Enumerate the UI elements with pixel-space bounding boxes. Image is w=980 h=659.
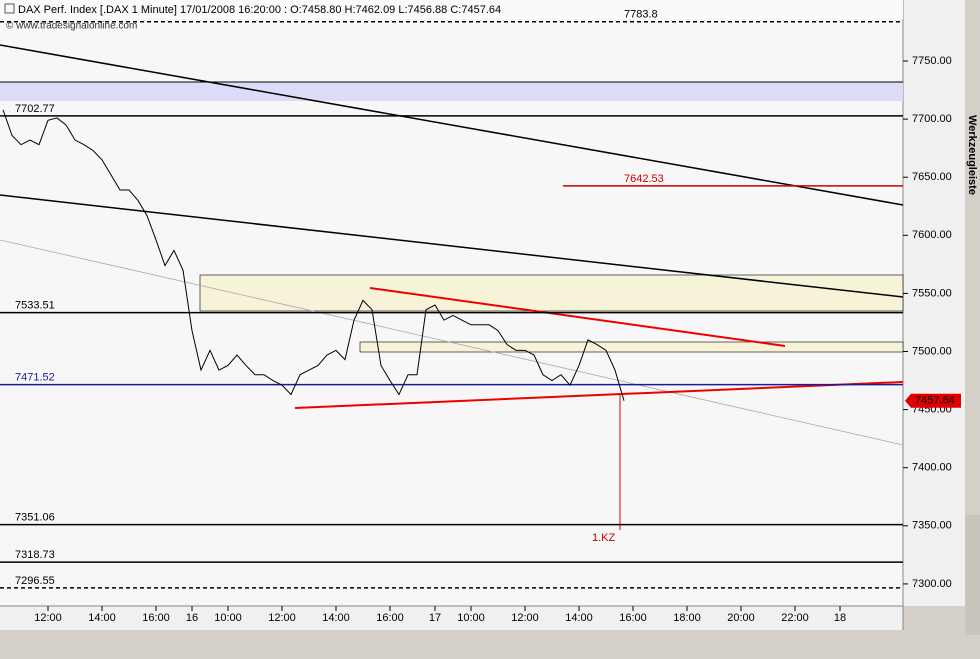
sidebar: [965, 0, 980, 654]
level-label: 7783.8: [624, 9, 658, 21]
y-tick-label: 7750.00: [912, 55, 952, 67]
level-label: 7702.77: [15, 103, 55, 115]
y-tick-label: 7650.00: [912, 171, 952, 183]
level-label: 7351.06: [15, 511, 55, 523]
y-tick-label: 7350.00: [912, 520, 952, 532]
x-tick-label: 14:00: [565, 612, 593, 624]
x-axis-area: [0, 606, 903, 630]
level-label: 7318.73: [15, 549, 55, 561]
zone: [0, 82, 903, 101]
y-tick-label: 7500.00: [912, 345, 952, 357]
x-tick-label: 14:00: [322, 612, 350, 624]
x-tick-label: 14:00: [88, 612, 116, 624]
trend-line: [369, 287, 786, 347]
toolbar: [965, 515, 980, 635]
zone: [199, 274, 904, 312]
trend-line: [0, 44, 904, 206]
x-tick-label: 18:00: [673, 612, 701, 624]
chart-title: DAX Perf. Index [.DAX 1 Minute] 17/01/20…: [18, 4, 501, 16]
y-tick-label: 7600.00: [912, 229, 952, 241]
x-tick-label: 16:00: [142, 612, 170, 624]
price-tag: [905, 393, 961, 408]
x-tick-label: 12:00: [268, 612, 296, 624]
level-label: 7471.52: [15, 372, 55, 384]
zone: [359, 341, 904, 353]
x-tick-label: 22:00: [781, 612, 809, 624]
level-label: 7533.51: [15, 299, 55, 311]
sidebar-label: Werkzeugleiste: [966, 115, 978, 195]
trend-line: [0, 239, 904, 446]
x-tick-label: 10:00: [457, 612, 485, 624]
y-tick-label: 7550.00: [912, 287, 952, 299]
y-axis-area: [903, 0, 965, 606]
icon: [4, 3, 15, 14]
level-label: 7642.53: [624, 173, 664, 185]
y-tick-label: 7400.00: [912, 462, 952, 474]
trend-line: [0, 194, 904, 298]
x-tick-label: 18: [834, 612, 846, 624]
header-bar: [0, 0, 903, 19]
trend-line: [294, 381, 904, 409]
y-tick-label: 7300.00: [912, 578, 952, 590]
price-tag-label: 7457.64: [915, 395, 955, 407]
x-tick-label: 16:00: [619, 612, 647, 624]
x-tick-label: 12:00: [511, 612, 539, 624]
x-tick-label: 16: [186, 612, 198, 624]
status-bar: [0, 630, 965, 654]
y-tick-label: 7700.00: [912, 113, 952, 125]
watermark: © www.tradesignalonline.com: [6, 21, 137, 32]
x-tick-label: 10:00: [214, 612, 242, 624]
x-tick-label: 16:00: [376, 612, 404, 624]
x-tick-label: 17: [429, 612, 441, 624]
x-tick-label: 20:00: [727, 612, 755, 624]
price-line: [2, 109, 625, 401]
annotation: 1.KZ: [592, 532, 616, 544]
x-tick-label: 12:00: [34, 612, 62, 624]
level-label: 7296.55: [15, 575, 55, 587]
